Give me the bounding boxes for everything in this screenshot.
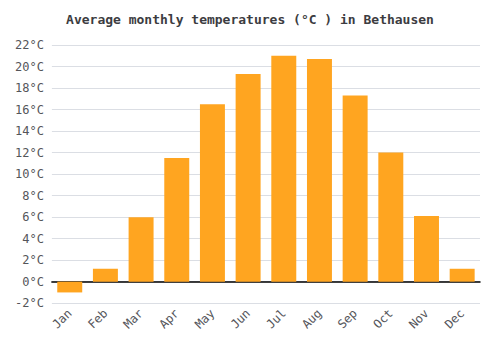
svg-text:Mar: Mar xyxy=(121,306,146,331)
svg-text:Aug: Aug xyxy=(299,306,324,331)
svg-text:10°C: 10°C xyxy=(15,167,44,181)
svg-text:2°C: 2°C xyxy=(22,253,44,267)
svg-text:-2°C: -2°C xyxy=(15,296,44,310)
svg-text:Average monthly temperatures (: Average monthly temperatures (°C ) in Be… xyxy=(66,12,434,27)
svg-text:Sep: Sep xyxy=(335,306,360,331)
svg-text:May: May xyxy=(192,306,217,331)
svg-text:Nov: Nov xyxy=(406,306,431,331)
svg-text:20°C: 20°C xyxy=(15,60,44,74)
svg-text:16°C: 16°C xyxy=(15,103,44,117)
svg-text:6°C: 6°C xyxy=(22,210,44,224)
svg-text:18°C: 18°C xyxy=(15,81,44,95)
svg-text:14°C: 14°C xyxy=(15,124,44,138)
svg-text:0°C: 0°C xyxy=(22,275,44,289)
svg-text:Oct: Oct xyxy=(371,306,396,331)
svg-text:Apr: Apr xyxy=(156,306,181,331)
svg-text:Dec: Dec xyxy=(442,306,467,331)
svg-text:8°C: 8°C xyxy=(22,189,44,203)
svg-text:Jul: Jul xyxy=(264,306,289,331)
svg-text:Jun: Jun xyxy=(228,306,253,331)
svg-text:Feb: Feb xyxy=(85,306,110,331)
svg-text:22°C: 22°C xyxy=(15,38,44,52)
svg-text:Jan: Jan xyxy=(49,306,74,331)
svg-text:4°C: 4°C xyxy=(22,232,44,246)
svg-text:12°C: 12°C xyxy=(15,146,44,160)
